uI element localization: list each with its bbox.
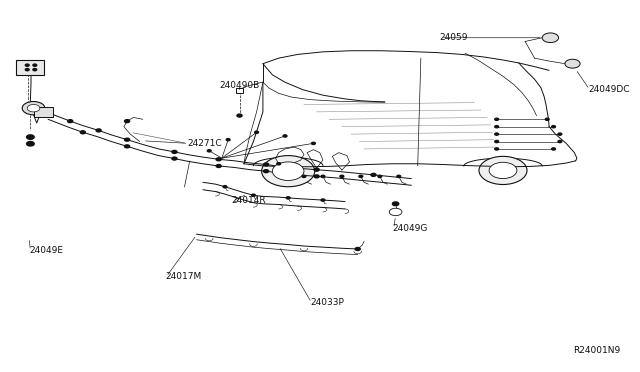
Circle shape bbox=[371, 173, 376, 176]
Text: R24001N9: R24001N9 bbox=[573, 346, 620, 355]
Circle shape bbox=[237, 114, 242, 117]
Circle shape bbox=[273, 162, 304, 180]
Circle shape bbox=[495, 140, 499, 142]
Circle shape bbox=[96, 129, 101, 132]
Circle shape bbox=[172, 157, 177, 160]
Circle shape bbox=[26, 68, 29, 71]
Circle shape bbox=[283, 135, 287, 137]
Circle shape bbox=[545, 118, 549, 121]
Text: 240490B: 240490B bbox=[220, 81, 260, 90]
Text: 24014R: 24014R bbox=[231, 196, 266, 205]
Circle shape bbox=[558, 140, 562, 142]
Text: 24017M: 24017M bbox=[165, 272, 201, 281]
Circle shape bbox=[277, 163, 280, 165]
Circle shape bbox=[33, 64, 36, 66]
Circle shape bbox=[227, 138, 230, 141]
Circle shape bbox=[264, 163, 269, 166]
Circle shape bbox=[207, 150, 211, 152]
Circle shape bbox=[495, 148, 499, 150]
Circle shape bbox=[31, 107, 35, 109]
Circle shape bbox=[359, 175, 363, 177]
Circle shape bbox=[321, 199, 325, 201]
Circle shape bbox=[355, 247, 360, 250]
FancyBboxPatch shape bbox=[33, 107, 52, 117]
Bar bbox=[236, 88, 243, 93]
Circle shape bbox=[565, 59, 580, 68]
Circle shape bbox=[552, 126, 556, 128]
Text: 24059: 24059 bbox=[440, 33, 468, 42]
Circle shape bbox=[216, 164, 221, 167]
Circle shape bbox=[68, 120, 73, 123]
Circle shape bbox=[22, 102, 45, 115]
Circle shape bbox=[397, 175, 401, 177]
Circle shape bbox=[252, 194, 255, 196]
FancyBboxPatch shape bbox=[17, 60, 44, 75]
Circle shape bbox=[389, 208, 402, 216]
Circle shape bbox=[570, 62, 575, 65]
Circle shape bbox=[542, 33, 559, 42]
Circle shape bbox=[314, 175, 319, 178]
Circle shape bbox=[264, 170, 269, 173]
Circle shape bbox=[26, 64, 29, 66]
Circle shape bbox=[125, 145, 129, 148]
Circle shape bbox=[495, 126, 499, 128]
Circle shape bbox=[340, 175, 344, 177]
Text: 24049G: 24049G bbox=[392, 224, 428, 233]
Text: 24271C: 24271C bbox=[187, 139, 221, 148]
Circle shape bbox=[489, 162, 517, 179]
Circle shape bbox=[125, 120, 129, 123]
Circle shape bbox=[27, 135, 34, 139]
Circle shape bbox=[33, 68, 36, 71]
Circle shape bbox=[495, 118, 499, 121]
Circle shape bbox=[286, 197, 290, 199]
Circle shape bbox=[558, 133, 562, 135]
Circle shape bbox=[552, 148, 556, 150]
Circle shape bbox=[172, 150, 177, 153]
Circle shape bbox=[312, 142, 316, 144]
Circle shape bbox=[125, 138, 129, 141]
Circle shape bbox=[302, 175, 306, 177]
Circle shape bbox=[80, 131, 85, 134]
Circle shape bbox=[392, 202, 399, 206]
Circle shape bbox=[223, 186, 227, 188]
Circle shape bbox=[548, 36, 553, 39]
Circle shape bbox=[216, 158, 221, 161]
Text: 24033P: 24033P bbox=[310, 298, 344, 307]
Circle shape bbox=[495, 133, 499, 135]
Circle shape bbox=[321, 175, 325, 177]
Text: 24049E: 24049E bbox=[29, 246, 63, 255]
Circle shape bbox=[255, 131, 259, 134]
Circle shape bbox=[262, 155, 315, 187]
Circle shape bbox=[378, 175, 381, 177]
Circle shape bbox=[28, 105, 40, 112]
Text: 24049DC: 24049DC bbox=[588, 85, 630, 94]
Circle shape bbox=[479, 156, 527, 185]
Circle shape bbox=[27, 141, 34, 146]
Circle shape bbox=[314, 168, 319, 171]
